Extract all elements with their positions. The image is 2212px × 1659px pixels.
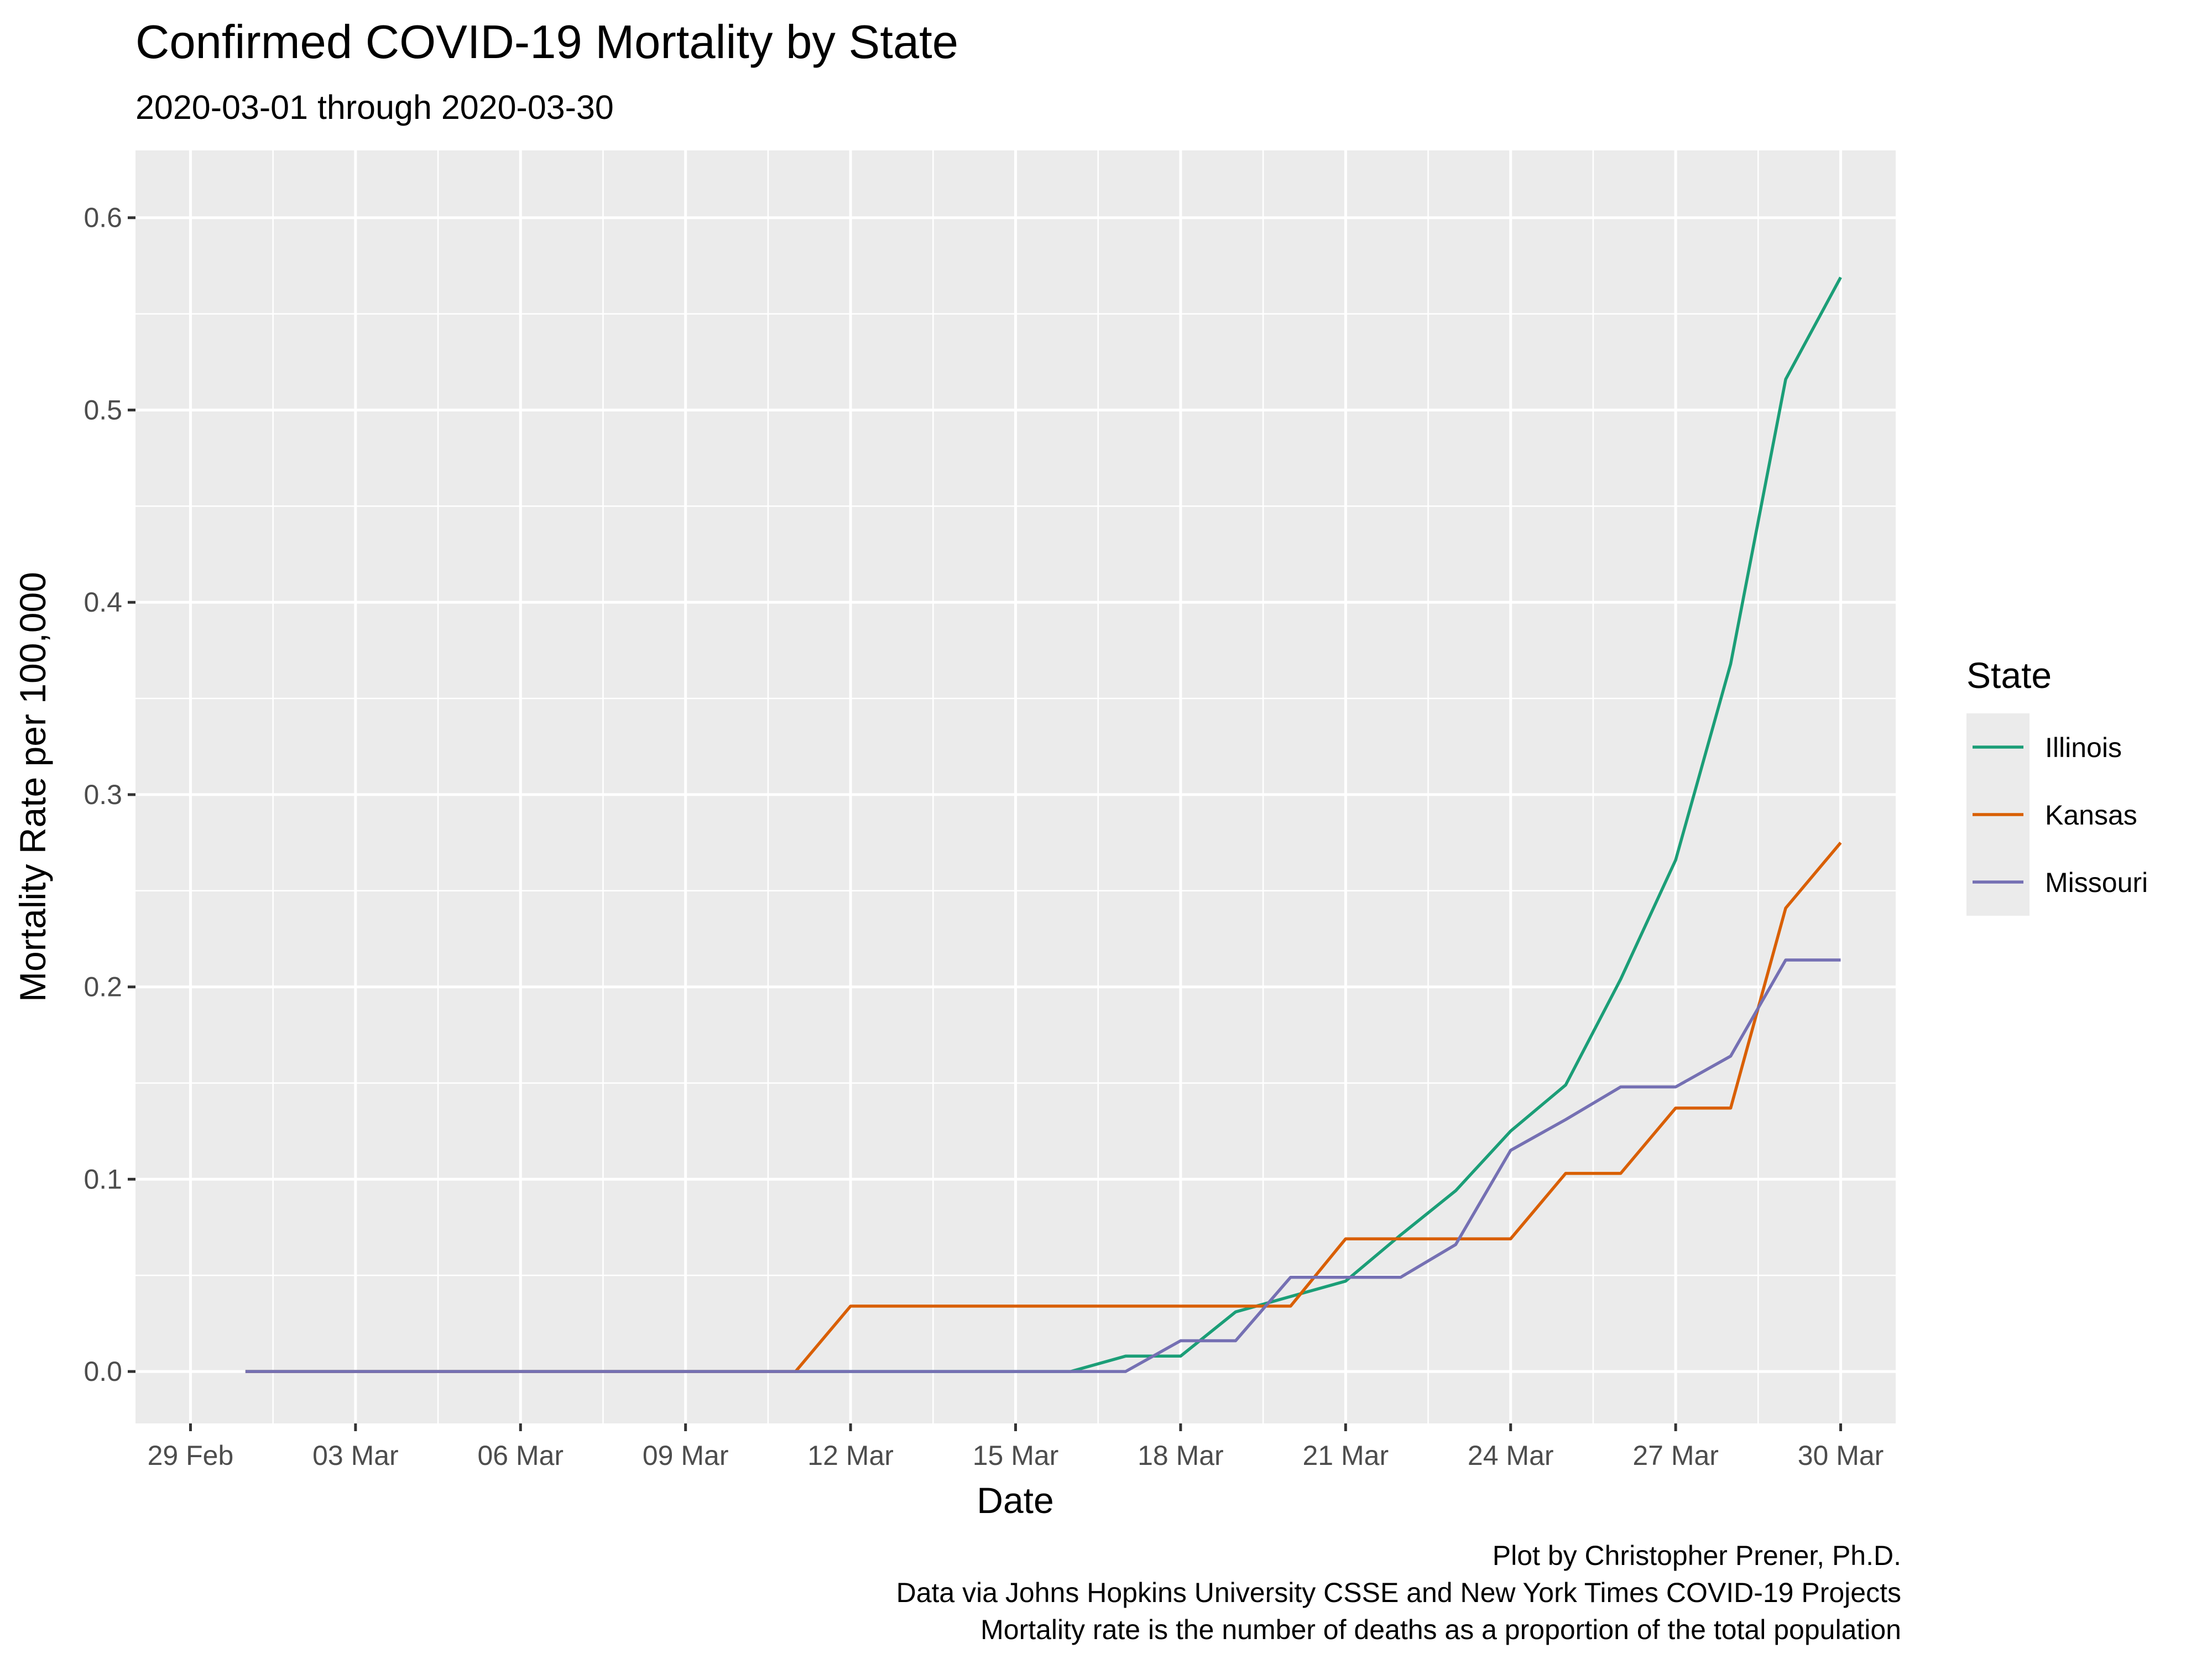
x-tick-label: 29 Feb [148,1440,234,1471]
legend: State Illinois Kansas Missouri [1966,655,2148,916]
legend-label-missouri: Missouri [2045,867,2148,898]
legend-title: State [1966,655,2052,696]
y-axis: 0.0 0.1 0.2 0.3 0.4 0.5 0.6 [84,202,135,1387]
x-tick-label: 15 Mar [973,1440,1059,1471]
legend-label-illinois: Illinois [2045,732,2122,763]
y-axis-title: Mortality Rate per 100,000 [12,572,53,1002]
legend-label-kansas: Kansas [2045,800,2137,831]
y-tick-label: 0.0 [84,1356,122,1387]
x-axis: 29 Feb 03 Mar 06 Mar 09 Mar 12 Mar 15 Mar 18 M… [148,1423,1884,1471]
legend-items: Illinois Kansas Missouri [1966,713,2148,916]
x-tick-label: 24 Mar [1468,1440,1554,1471]
y-tick-label: 0.3 [84,779,122,810]
series-lines [245,276,1842,1373]
x-tick-label: 03 Mar [312,1440,399,1471]
chart-title: Confirmed COVID-19 Mortality by State [135,16,958,69]
x-tick-label: 06 Mar [477,1440,564,1471]
chart-subtitle: 2020-03-01 through 2020-03-30 [135,88,614,126]
x-tick-label: 21 Mar [1303,1440,1389,1471]
x-tick-label: 18 Mar [1138,1440,1224,1471]
caption-line: Plot by Christopher Prener, Ph.D. [1493,1540,1901,1571]
y-tick-label: 0.2 [84,972,122,1003]
x-tick-label: 09 Mar [643,1440,729,1471]
x-tick-label: 27 Mar [1632,1440,1719,1471]
y-tick-label: 0.4 [84,587,122,618]
x-axis-title: Date [977,1480,1053,1521]
y-tick-label: 0.1 [84,1164,122,1194]
series-line-missouri [245,958,1841,1373]
caption-line: Mortality rate is the number of deaths a… [980,1614,1901,1645]
x-tick-label: 30 Mar [1798,1440,1884,1471]
caption: Plot by Christopher Prener, Ph.D. Data v… [896,1540,1901,1645]
x-tick-label: 12 Mar [807,1440,894,1471]
y-tick-label: 0.6 [84,202,122,233]
y-tick-label: 0.5 [84,394,122,425]
caption-line: Data via Johns Hopkins University CSSE a… [896,1577,1901,1608]
